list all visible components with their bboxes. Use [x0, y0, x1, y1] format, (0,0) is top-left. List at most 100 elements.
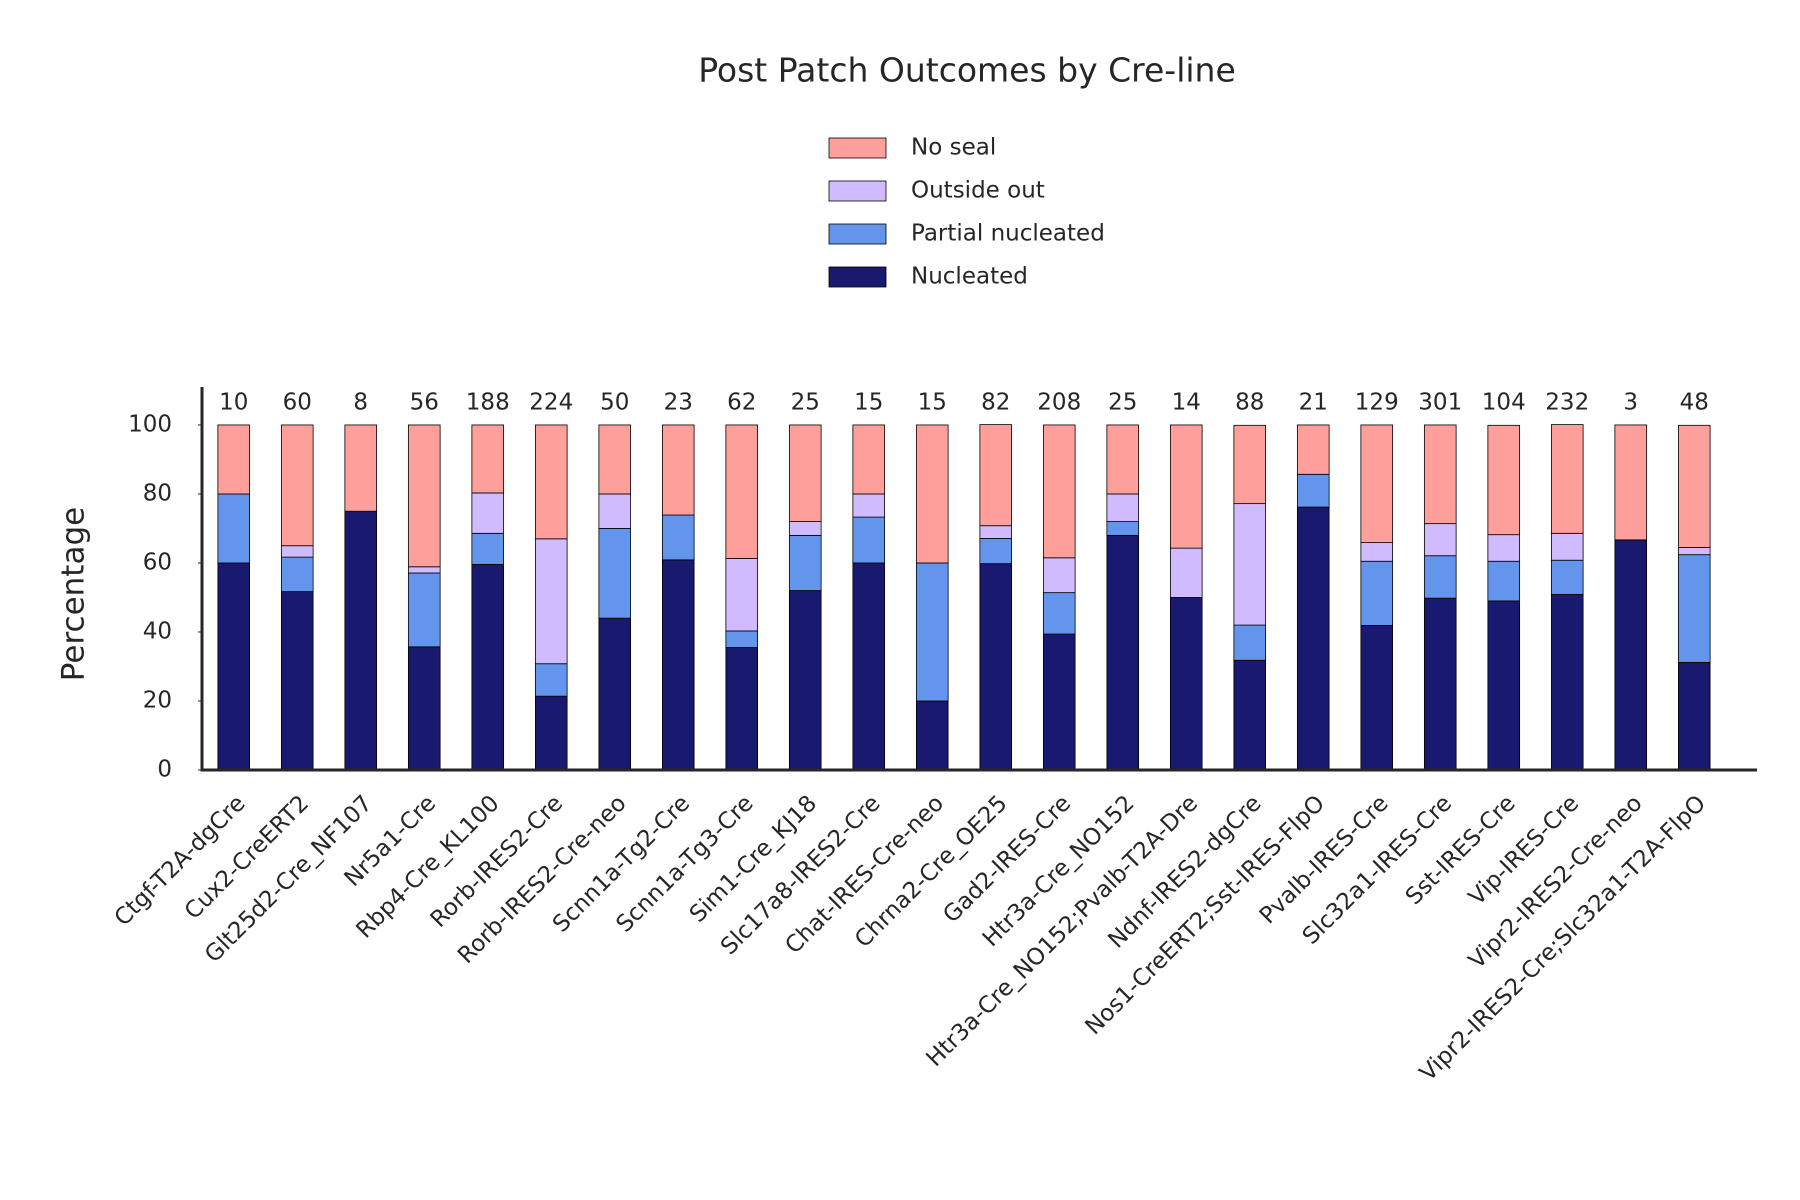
bar-segment — [534, 663, 568, 697]
bar-segment — [1233, 659, 1267, 771]
bar-segment — [1296, 473, 1330, 508]
bar-segment — [1233, 624, 1267, 661]
count-label: 104 — [1482, 390, 1526, 416]
bar-segment — [1169, 424, 1203, 549]
bar-segment — [979, 538, 1013, 565]
bar-segment — [1296, 424, 1330, 475]
y-tick-label: 100 — [128, 411, 172, 437]
bar-segment — [1423, 523, 1457, 557]
count-label: 88 — [1235, 390, 1264, 416]
bar-segment — [1360, 542, 1394, 562]
legend-swatch — [828, 137, 887, 159]
bar-segment — [852, 493, 886, 518]
count-label: 25 — [791, 390, 820, 416]
bar-segment — [407, 646, 441, 771]
count-label: 232 — [1545, 390, 1589, 416]
bar-segment — [725, 647, 759, 771]
bar-segment — [1360, 625, 1394, 771]
count-label: 82 — [981, 390, 1010, 416]
bar-segment — [598, 617, 632, 771]
bar-segment — [1042, 424, 1076, 559]
legend-label: Outside out — [911, 178, 1045, 204]
count-label: 15 — [854, 390, 883, 416]
y-tick-label: 80 — [143, 480, 172, 506]
legend-label: No seal — [911, 135, 996, 161]
bar-segment — [344, 424, 378, 512]
bar-segment — [1106, 534, 1140, 771]
legend-swatch — [828, 266, 887, 288]
bar-segment — [661, 559, 695, 771]
count-label: 301 — [1418, 390, 1462, 416]
count-label: 48 — [1680, 390, 1709, 416]
bar-segment — [788, 424, 822, 522]
bar-segment — [725, 630, 759, 648]
count-label: 188 — [466, 390, 510, 416]
chart-title: Post Patch Outcomes by Cre-line — [698, 51, 1236, 90]
bar-segment — [852, 516, 886, 564]
bar-segment — [788, 534, 822, 591]
bar-segment — [1550, 424, 1584, 534]
bar-segment — [1042, 592, 1076, 635]
bar-segment — [1677, 554, 1711, 663]
count-label: 224 — [529, 390, 573, 416]
bar-segment — [534, 695, 568, 771]
bar-segment — [280, 556, 314, 593]
bar-segment — [1550, 532, 1584, 561]
bar-segment — [1042, 633, 1076, 771]
bar-segment — [1677, 661, 1711, 771]
bar-segment — [1042, 557, 1076, 594]
bar-segment — [471, 532, 505, 565]
bar-segment — [1550, 593, 1584, 771]
bar-segment — [852, 562, 886, 771]
bar-segment — [788, 521, 822, 536]
count-label: 14 — [1172, 390, 1201, 416]
bar-segment — [280, 424, 314, 547]
legend-label: Partial nucleated — [911, 221, 1105, 247]
bar-segment — [979, 424, 1013, 527]
bar-segment — [471, 492, 505, 534]
bar-segment — [1233, 424, 1267, 505]
y-tick-label: 40 — [143, 618, 172, 644]
bar-segment — [407, 566, 441, 574]
bar-segment — [1423, 424, 1457, 525]
bar-segment — [1487, 560, 1521, 602]
legend-swatch — [828, 180, 887, 202]
count-label: 129 — [1355, 390, 1399, 416]
count-label: 23 — [664, 390, 693, 416]
bar-segment — [217, 424, 251, 495]
bar-segment — [1360, 424, 1394, 544]
bar-segment — [725, 424, 759, 559]
y-axis-label: Percentage — [56, 507, 92, 681]
count-label: 50 — [600, 390, 629, 416]
bar-segment — [1106, 424, 1140, 495]
count-label: 208 — [1037, 390, 1081, 416]
bar-segment — [1487, 534, 1521, 562]
bar-segment — [1614, 424, 1648, 541]
y-tick-label: 60 — [143, 549, 172, 575]
bar-segment — [1233, 503, 1267, 626]
bar-segment — [915, 700, 949, 771]
bar-segment — [598, 528, 632, 619]
bar-segment — [1423, 555, 1457, 599]
bar-segment — [534, 424, 568, 540]
count-label: 21 — [1299, 390, 1328, 416]
bar-segment — [915, 562, 949, 702]
count-label: 60 — [283, 390, 312, 416]
count-label: 8 — [353, 390, 368, 416]
bar-segment — [1423, 597, 1457, 771]
bar-segment — [1106, 521, 1140, 536]
bar-segment — [788, 590, 822, 771]
bar-segment — [979, 563, 1013, 771]
bar-segment — [407, 424, 441, 568]
x-tick-label: Sst-IRES-Cre — [1401, 790, 1521, 910]
bar-segment — [1550, 559, 1584, 595]
y-tick-label: 20 — [143, 687, 172, 713]
bar-segment — [471, 563, 505, 771]
bar-segment — [1614, 539, 1648, 771]
legend-label: Nucleated — [911, 264, 1028, 290]
bar-segment — [725, 558, 759, 632]
bar-segment — [661, 514, 695, 561]
bar-segment — [407, 572, 441, 648]
bar-segment — [471, 424, 505, 494]
